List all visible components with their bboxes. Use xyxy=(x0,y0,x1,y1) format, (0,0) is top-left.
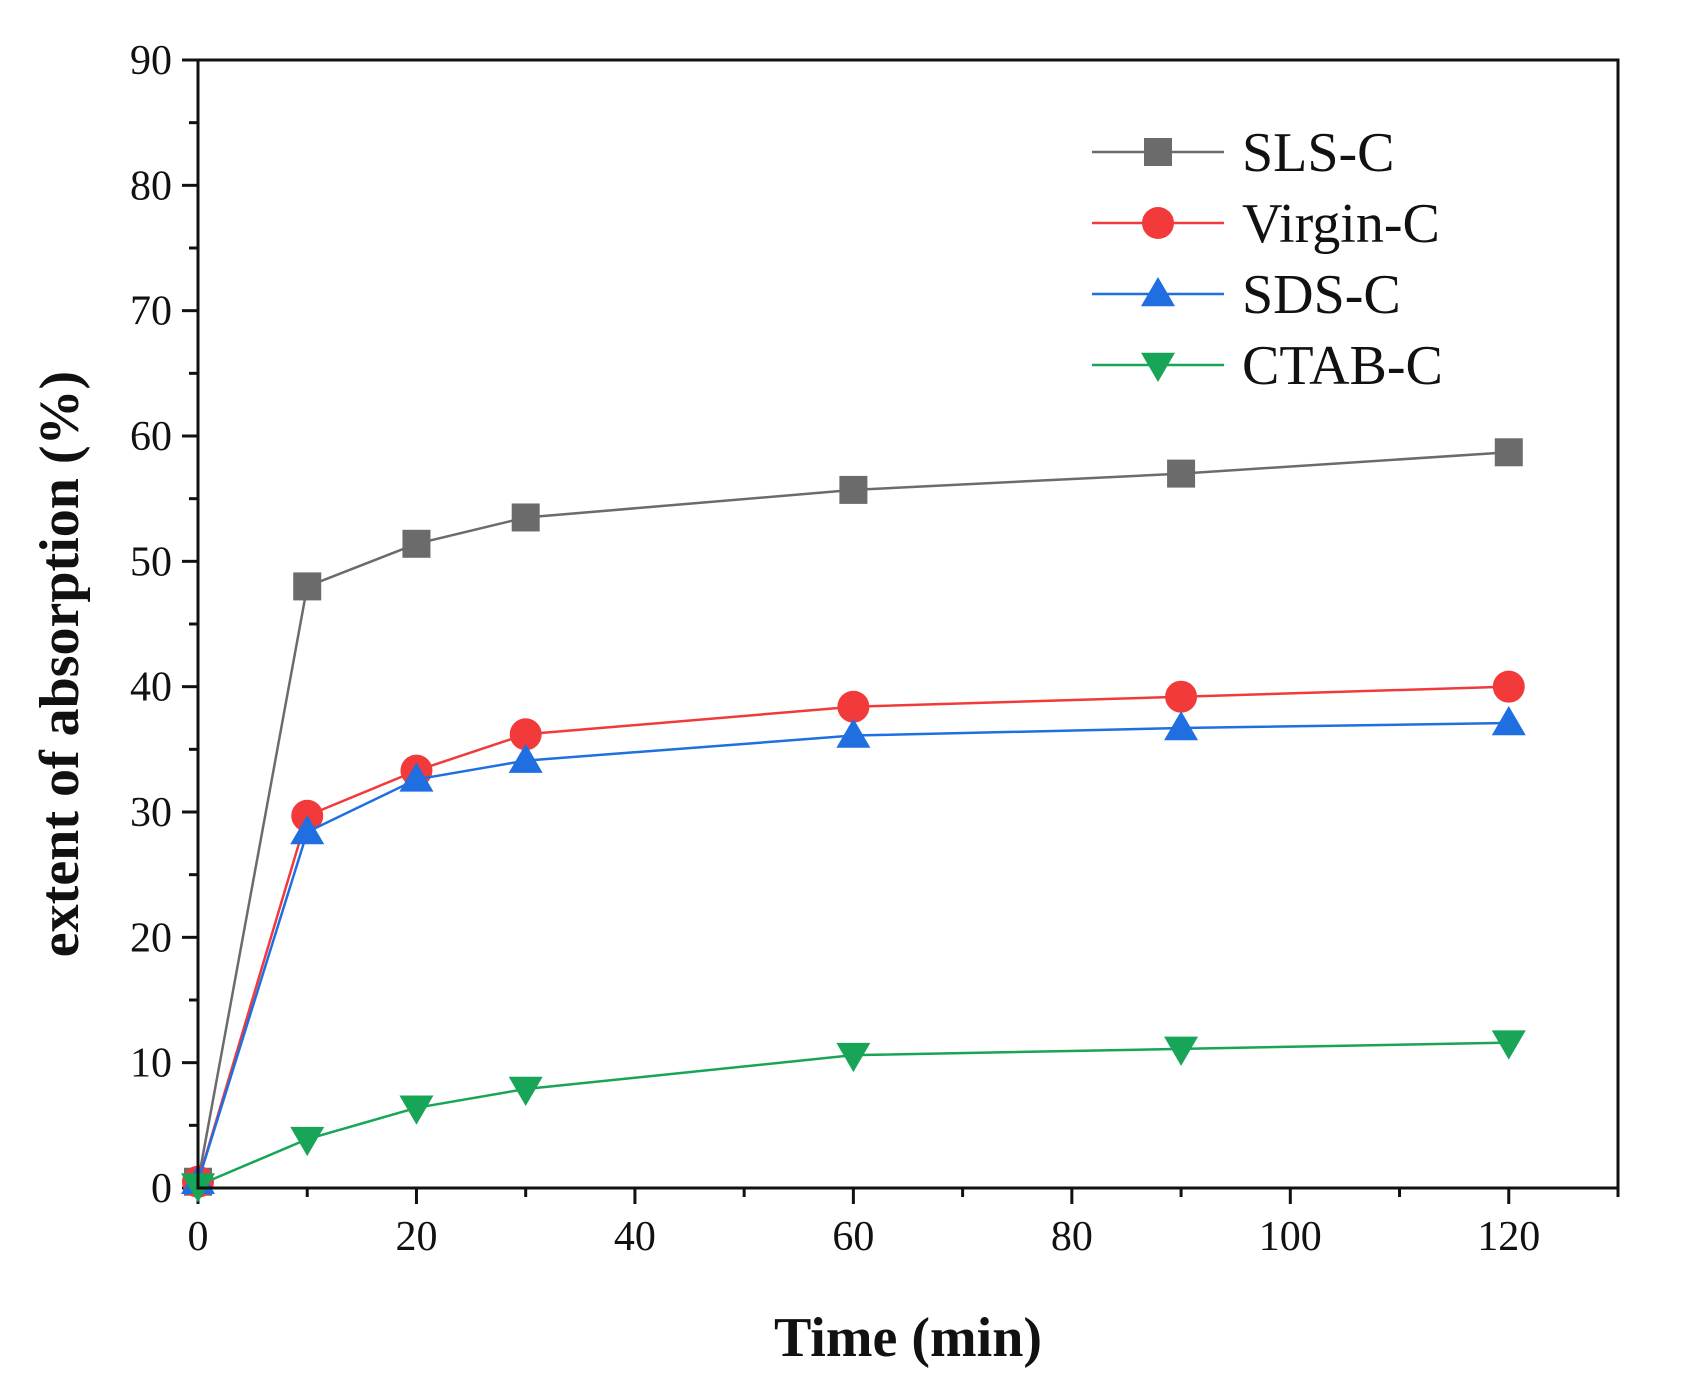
data-point-ctab-c xyxy=(508,1076,543,1106)
x-tick-label: 0 xyxy=(188,1214,209,1260)
data-point-sls-c xyxy=(1494,438,1523,467)
data-point-sds-c xyxy=(1491,706,1526,736)
data-point-sls-c xyxy=(293,572,322,601)
series-sds-c xyxy=(181,706,1526,1194)
data-point-sds-c xyxy=(1164,711,1199,741)
x-tick-label: 40 xyxy=(614,1214,656,1260)
x-tick-label: 20 xyxy=(395,1214,437,1260)
data-point-sls-c xyxy=(1167,459,1196,488)
legend-marker-circle-icon xyxy=(1142,207,1174,239)
legend-item-sls-c: SLS-C xyxy=(1092,122,1395,184)
y-tick-label: 40 xyxy=(130,665,172,711)
data-point-sds-c xyxy=(836,718,871,748)
data-point-ctab-c xyxy=(1164,1036,1199,1066)
series-virgin-c xyxy=(182,670,1525,1198)
data-point-virgin-c xyxy=(509,718,542,751)
x-tick-label: 120 xyxy=(1477,1214,1540,1260)
legend-item-ctab-c: CTAB-C xyxy=(1092,335,1443,397)
series-ctab-c xyxy=(181,1030,1526,1203)
data-point-virgin-c xyxy=(1492,670,1525,703)
data-point-sls-c xyxy=(402,529,431,558)
legend-item-virgin-c: Virgin-C xyxy=(1092,193,1440,255)
data-point-sds-c xyxy=(399,762,434,792)
data-point-sds-c xyxy=(290,815,325,845)
legend-label-virgin-c: Virgin-C xyxy=(1242,193,1440,255)
legend: SLS-C Virgin-C SDS-C CTAB-C xyxy=(1092,122,1443,397)
legend-label-ctab-c: CTAB-C xyxy=(1242,335,1443,397)
series-sls-c xyxy=(184,438,1523,1196)
x-tick-label: 60 xyxy=(832,1214,874,1260)
legend-label-sds-c: SDS-C xyxy=(1242,264,1401,326)
data-point-sds-c xyxy=(508,743,543,773)
y-tick-label: 20 xyxy=(130,915,172,961)
y-tick-label: 10 xyxy=(130,1041,172,1087)
data-point-virgin-c xyxy=(1165,680,1198,713)
data-point-ctab-c xyxy=(836,1042,871,1073)
legend-marker-shape xyxy=(1142,207,1174,239)
y-tick-label: 70 xyxy=(130,289,172,335)
y-tick-label: 30 xyxy=(130,790,172,836)
plot-frame xyxy=(196,58,1620,1190)
data-point-sls-c xyxy=(511,503,540,532)
legend-marker-triangle-up-icon xyxy=(1141,277,1175,307)
legend-label-sls-c: SLS-C xyxy=(1242,122,1395,184)
legend-marker-square-icon xyxy=(1144,138,1172,166)
data-point-ctab-c xyxy=(1491,1030,1526,1060)
data-point-sls-c xyxy=(839,475,868,504)
series-layer xyxy=(181,438,1526,1203)
legend-marker-shape xyxy=(1141,277,1175,307)
x-axis-title: Time (min) xyxy=(774,1307,1042,1369)
y-axis-title: extent of absorption (%) xyxy=(29,371,91,957)
legend-marker-shape xyxy=(1141,352,1175,382)
series-line-virgin-c xyxy=(196,685,1509,1183)
y-tick-label: 80 xyxy=(130,163,172,209)
data-point-ctab-c xyxy=(290,1126,325,1157)
x-tick-label: 100 xyxy=(1259,1214,1322,1260)
legend-item-sds-c: SDS-C xyxy=(1092,264,1401,326)
series-line-sls-c xyxy=(196,451,1509,1182)
x-tick-label: 80 xyxy=(1051,1214,1093,1260)
data-point-ctab-c xyxy=(399,1095,434,1125)
y-tick-label: 50 xyxy=(130,539,172,585)
x-axis-ticks: 0 20 40 60 80 100 120 xyxy=(188,1188,1620,1260)
y-tick-label: 90 xyxy=(130,38,172,84)
legend-marker-shape xyxy=(1144,138,1172,166)
data-point-virgin-c xyxy=(837,690,870,723)
legend-marker-triangle-down-icon xyxy=(1141,352,1175,382)
y-tick-label: 60 xyxy=(130,414,172,460)
y-tick-label: 0 xyxy=(151,1166,172,1212)
y-axis-ticks: 0 10 20 30 40 50 60 70 80 90 xyxy=(130,38,198,1212)
